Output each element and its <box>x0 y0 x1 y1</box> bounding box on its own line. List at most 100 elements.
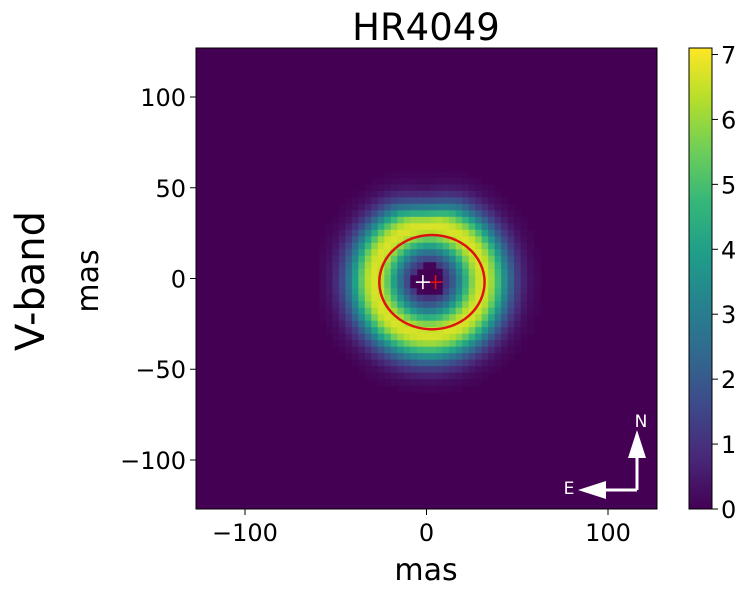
heatmap-cell <box>507 353 515 361</box>
heatmap-cell <box>384 216 392 224</box>
heatmap-cell <box>507 294 515 302</box>
heatmap-cell <box>351 281 359 289</box>
heatmap-cell <box>488 314 496 322</box>
heatmap-cell <box>462 366 470 374</box>
heatmap-cell <box>364 236 372 244</box>
colorbar-frame <box>688 47 713 510</box>
heatmap-cell <box>507 275 515 283</box>
heatmap-cell <box>501 268 509 276</box>
y-tick-label: 100 <box>140 84 186 112</box>
heatmap-cell <box>520 268 528 276</box>
heatmap-cell <box>462 262 470 270</box>
heatmap-cell <box>501 275 509 283</box>
heatmap-cell <box>403 294 411 302</box>
heatmap-cell <box>468 216 476 224</box>
heatmap-cell <box>507 216 515 224</box>
heatmap-cell <box>462 203 470 211</box>
heatmap-cell <box>384 281 392 289</box>
heatmap-cell <box>410 281 418 289</box>
heatmap-cell <box>533 249 541 257</box>
heatmap-cell <box>358 190 366 198</box>
heatmap-cell <box>410 242 418 250</box>
heatmap-cell <box>475 262 483 270</box>
heatmap-cell <box>442 333 450 341</box>
heatmap-cell <box>507 288 515 296</box>
heatmap-cell <box>514 268 522 276</box>
heatmap-cell <box>475 268 483 276</box>
heatmap-cell <box>364 320 372 328</box>
heatmap-cell <box>462 307 470 315</box>
heatmap-cell <box>481 197 489 205</box>
heatmap-cell <box>371 190 379 198</box>
heatmap-cell <box>462 320 470 328</box>
heatmap-cell <box>384 333 392 341</box>
y-tick-label: −50 <box>135 356 186 384</box>
heatmap-cell <box>416 184 424 192</box>
heatmap-cell <box>514 340 522 348</box>
heatmap-cell <box>403 255 411 263</box>
heatmap-cell <box>364 262 372 270</box>
heatmap-cell <box>364 184 372 192</box>
y-tick-label: −100 <box>120 447 186 475</box>
heatmap-cell <box>514 307 522 315</box>
heatmap-cell <box>410 366 418 374</box>
heatmap-cell <box>403 346 411 354</box>
heatmap-cell <box>481 372 489 380</box>
heatmap-cell <box>475 190 483 198</box>
heatmap-cell <box>351 216 359 224</box>
heatmap-cell <box>455 372 463 380</box>
heatmap-cell <box>481 340 489 348</box>
heatmap-cell <box>423 197 431 205</box>
heatmap-cell <box>338 249 346 257</box>
heatmap-cell <box>371 223 379 231</box>
heatmap-cell <box>494 197 502 205</box>
heatmap-cell <box>377 249 385 257</box>
heatmap-cell <box>364 301 372 309</box>
heatmap-cell <box>332 294 340 302</box>
heatmap-cell <box>481 301 489 309</box>
heatmap-cell <box>403 372 411 380</box>
heatmap-cell <box>501 281 509 289</box>
heatmap-cell <box>332 268 340 276</box>
heatmap-cell <box>416 288 424 296</box>
compass-icon: NE <box>564 412 647 499</box>
heatmap-cell <box>403 171 411 179</box>
heatmap-cell <box>351 255 359 263</box>
heatmap-cell <box>488 340 496 348</box>
heatmap-cell <box>436 203 444 211</box>
heatmap-cell <box>410 314 418 322</box>
heatmap-cell <box>338 301 346 309</box>
heatmap-cell <box>325 307 333 315</box>
heatmap-cell <box>436 314 444 322</box>
heatmap-cell <box>449 275 457 283</box>
heatmap-cell <box>371 372 379 380</box>
heatmap-cell <box>475 236 483 244</box>
heatmap-cell <box>390 210 398 218</box>
heatmap-cell <box>468 242 476 250</box>
heatmap-cell <box>514 281 522 289</box>
heatmap-cell <box>390 346 398 354</box>
heatmap-cell <box>449 197 457 205</box>
heatmap-cell <box>397 197 405 205</box>
heatmap-cell <box>397 333 405 341</box>
heatmap-cell <box>410 372 418 380</box>
heatmap-cell <box>488 184 496 192</box>
heatmap-cell <box>481 314 489 322</box>
heatmap-cell <box>390 281 398 289</box>
heatmap-cell <box>423 307 431 315</box>
heatmap-cell <box>501 327 509 335</box>
heatmap-cell <box>507 262 515 270</box>
heatmap-cell <box>332 249 340 257</box>
heatmap-cell <box>429 327 437 335</box>
heatmap-cell <box>423 353 431 361</box>
heatmap-cell <box>358 288 366 296</box>
heatmap-cell <box>520 301 528 309</box>
heatmap-cell <box>501 223 509 231</box>
heatmap-cell <box>475 366 483 374</box>
heatmap-cell <box>325 294 333 302</box>
heatmap-cell <box>390 327 398 335</box>
heatmap-cell <box>377 307 385 315</box>
heatmap-cell <box>384 262 392 270</box>
heatmap-cell <box>449 372 457 380</box>
